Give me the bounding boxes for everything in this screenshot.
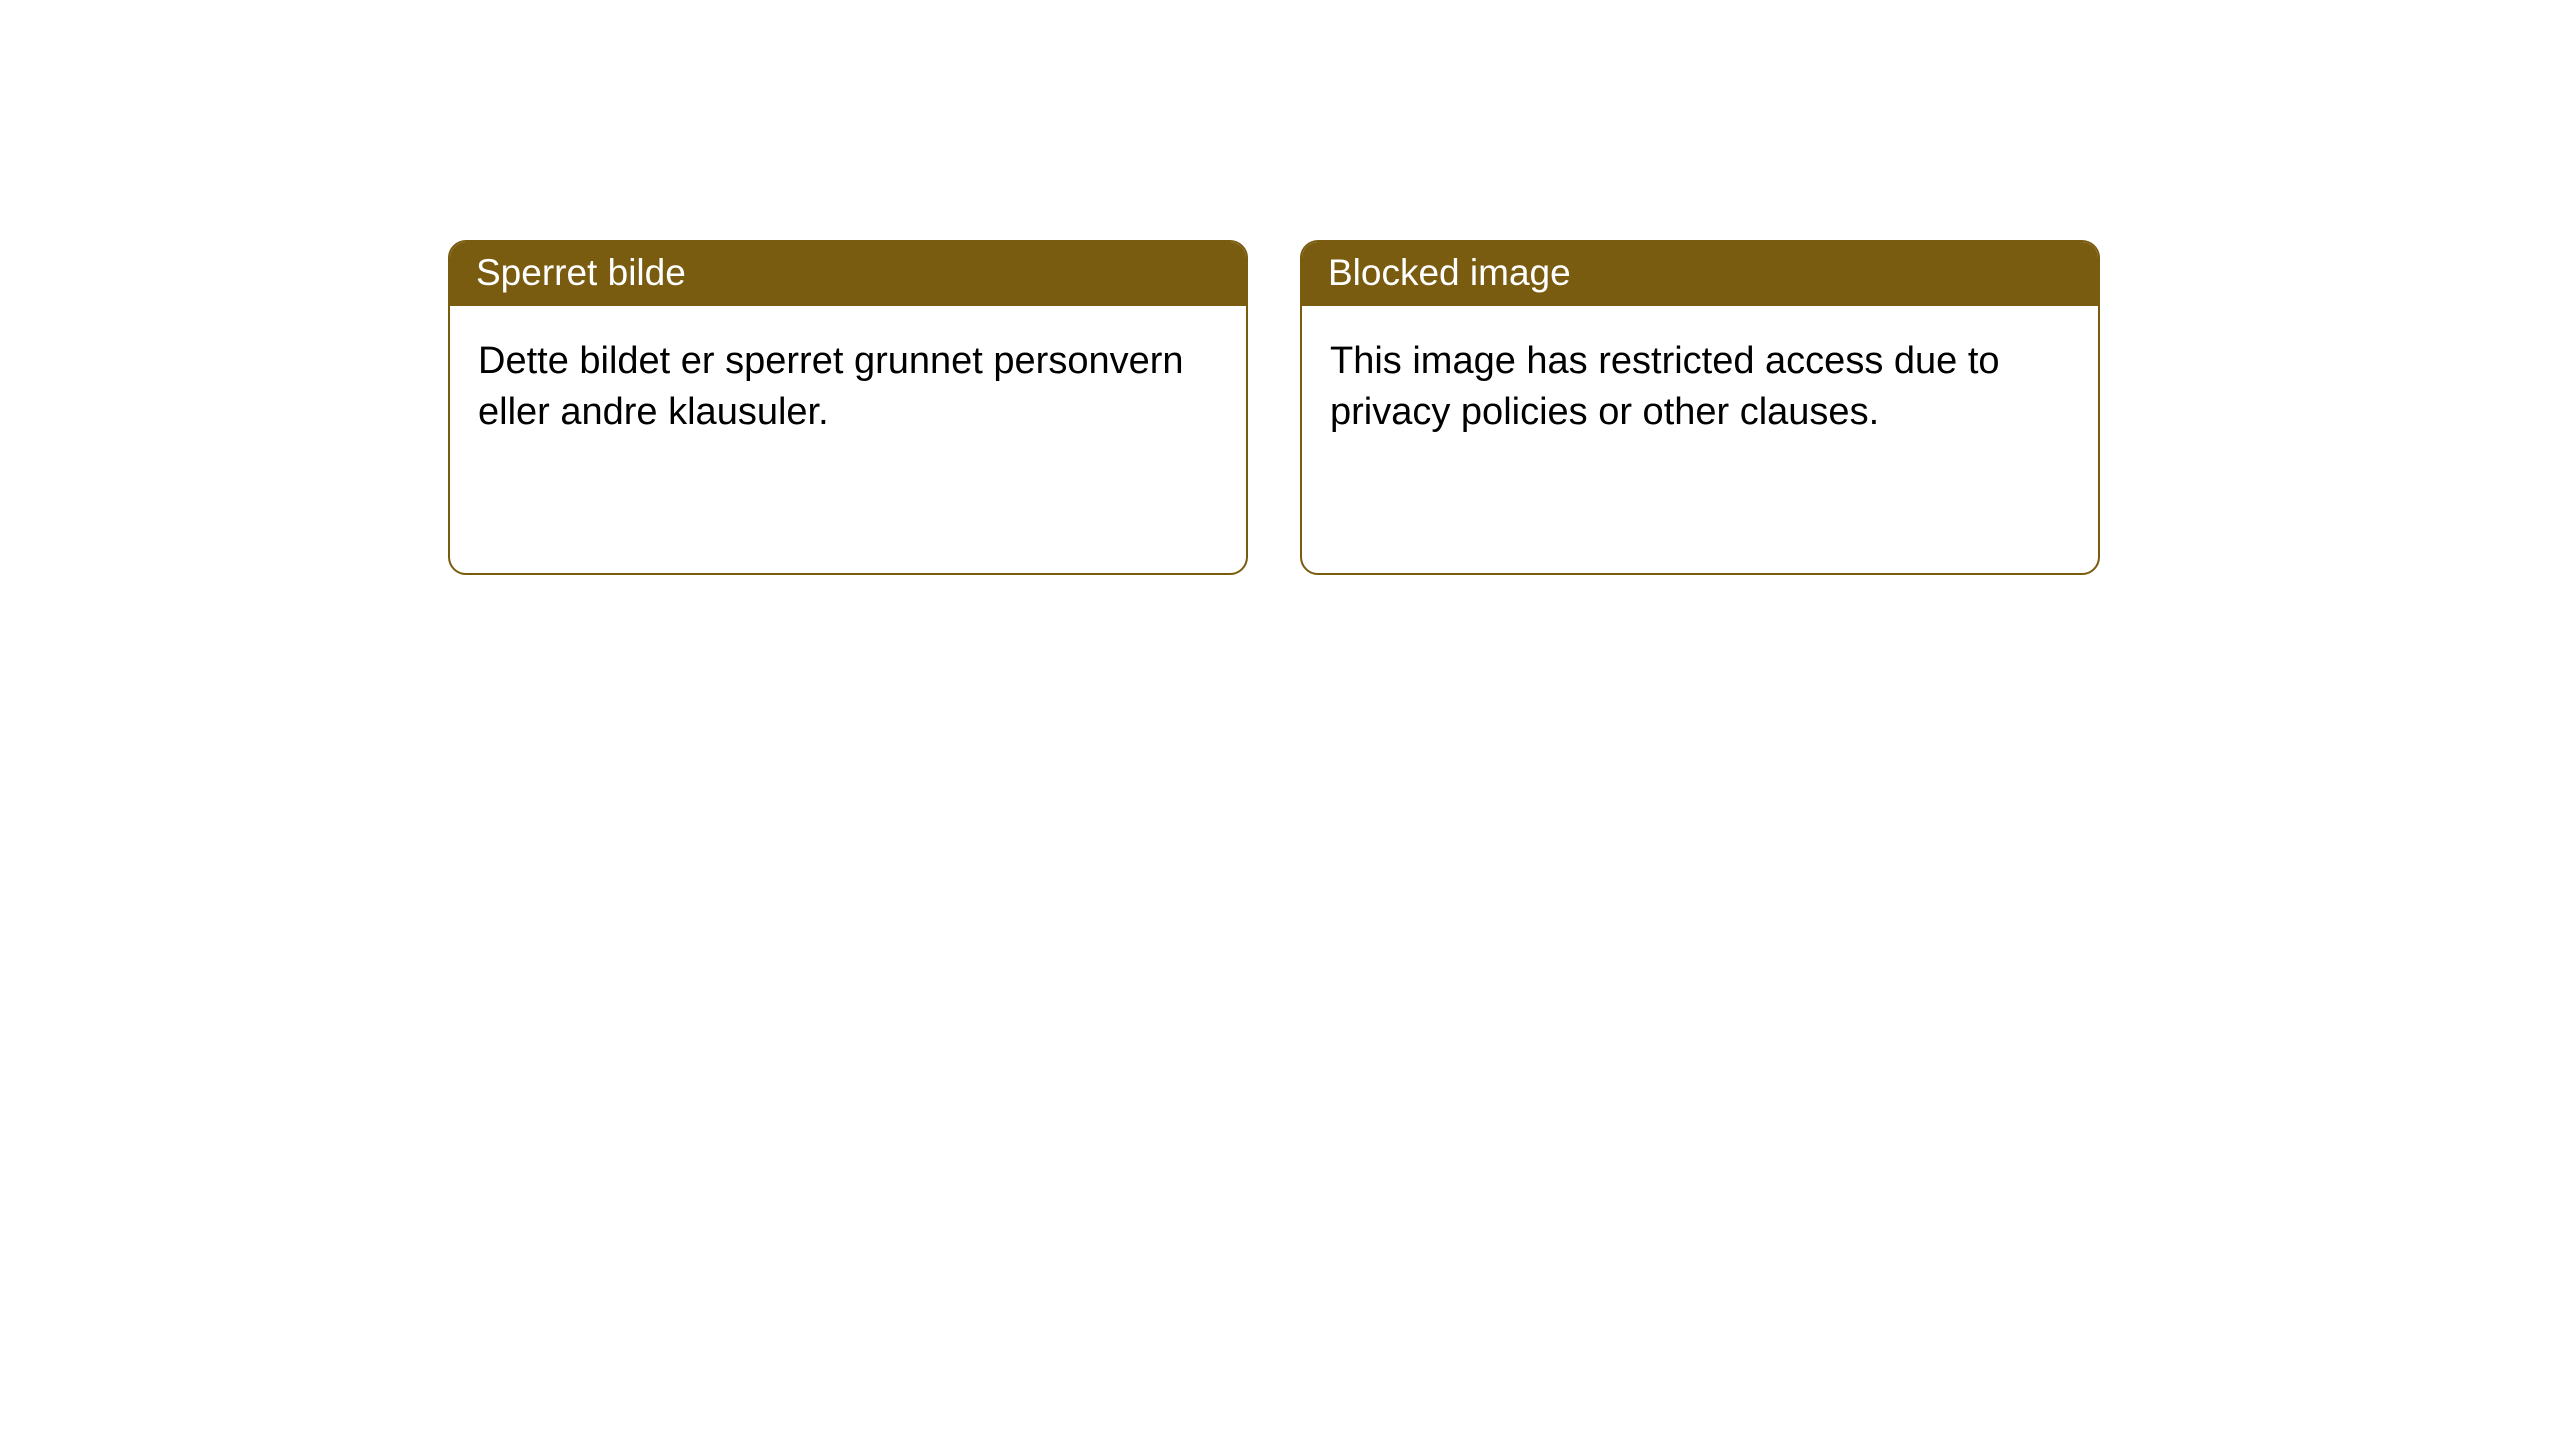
notice-card-english: Blocked image This image has restricted … xyxy=(1300,240,2100,575)
notice-card-norwegian: Sperret bilde Dette bildet er sperret gr… xyxy=(448,240,1248,575)
notice-title-norwegian: Sperret bilde xyxy=(450,242,1246,306)
notice-body-norwegian: Dette bildet er sperret grunnet personve… xyxy=(450,306,1246,469)
notice-container: Sperret bilde Dette bildet er sperret gr… xyxy=(0,0,2560,575)
notice-body-english: This image has restricted access due to … xyxy=(1302,306,2098,469)
notice-title-english: Blocked image xyxy=(1302,242,2098,306)
